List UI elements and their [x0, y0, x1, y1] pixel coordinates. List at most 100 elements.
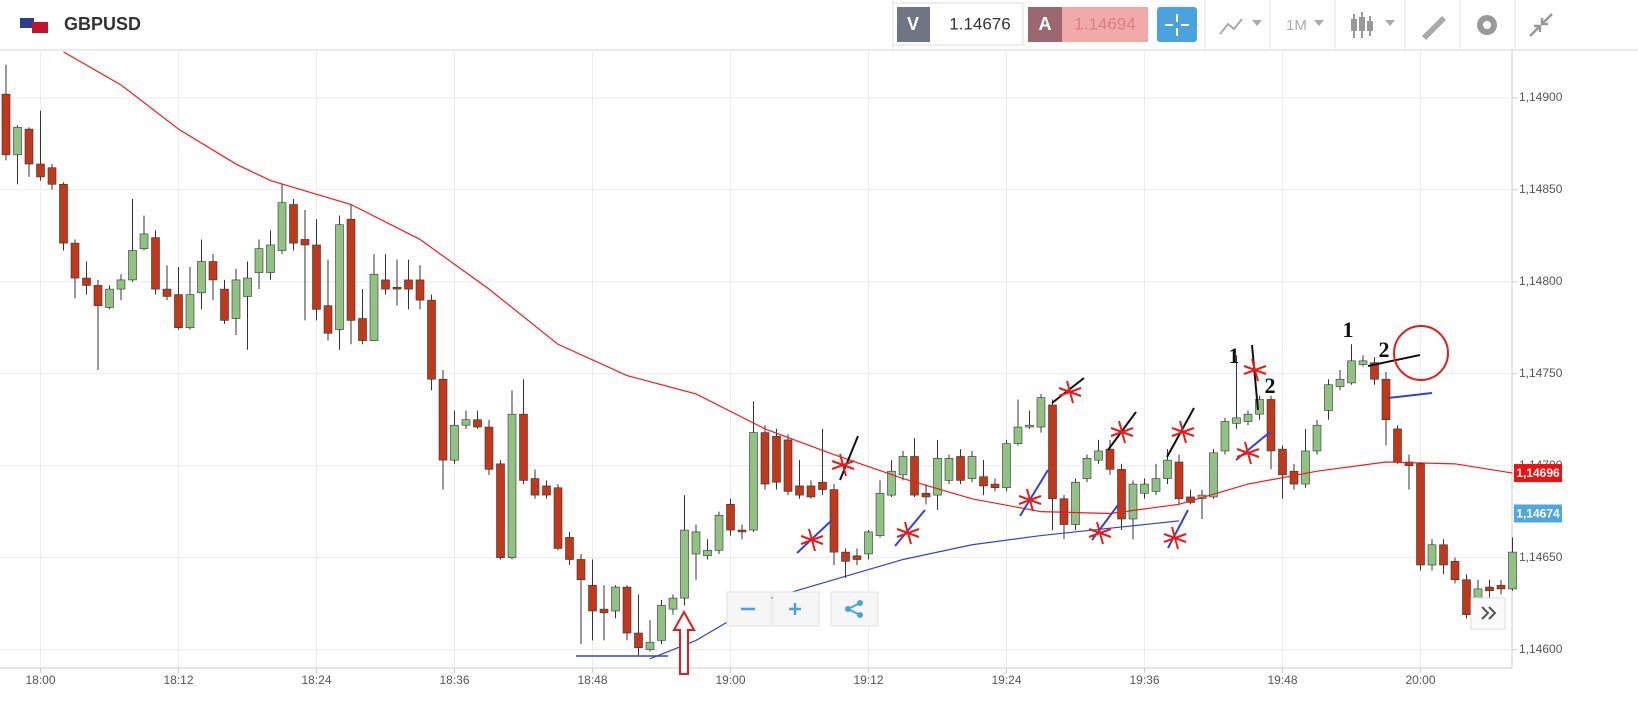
- x-tick-label: 19:12: [853, 673, 883, 687]
- candle-body: [553, 487, 563, 549]
- bid-label: V: [907, 14, 919, 34]
- candle-body: [1358, 360, 1368, 365]
- annotation: 1: [1343, 317, 1354, 342]
- share-dot: [857, 612, 863, 618]
- candle-body: [139, 233, 149, 249]
- candle-body: [1209, 452, 1218, 498]
- collapse-icon[interactable]: [1529, 13, 1553, 37]
- y-tick-label: 1,14850: [1519, 182, 1563, 196]
- candle-body: [300, 239, 310, 246]
- candle-body: [128, 250, 137, 281]
- red-cross: [1236, 441, 1260, 465]
- candle-body: [243, 277, 252, 297]
- candle-body: [910, 456, 919, 496]
- annotation: 2: [1265, 373, 1276, 398]
- crosshair-button[interactable]: [1157, 7, 1197, 42]
- candle-body: [576, 559, 586, 581]
- candle-body: [737, 529, 747, 533]
- candle-body: [921, 492, 931, 498]
- candle-body: [24, 128, 34, 165]
- ask-box[interactable]: [1062, 7, 1148, 42]
- candle-body: [634, 632, 643, 649]
- red-arrow: [672, 609, 696, 675]
- symbol: GBPUSD: [64, 14, 141, 34]
- red-cross: [831, 453, 855, 477]
- candle-body: [956, 456, 965, 481]
- candle-body: [1496, 584, 1506, 590]
- candle-body: [404, 279, 413, 290]
- red-cross: [1163, 526, 1187, 550]
- candle-body: [59, 183, 68, 244]
- candle-body: [622, 586, 632, 634]
- timeframe[interactable]: 1M: [1286, 17, 1307, 34]
- candle-body: [944, 458, 954, 481]
- candle-body: [783, 439, 793, 492]
- settings-icon-hole: [1483, 21, 1491, 29]
- candle-body: [116, 279, 126, 290]
- candle-body: [381, 279, 390, 290]
- price-tag: [1514, 464, 1562, 483]
- candle-body: [266, 244, 275, 273]
- candle-body: [1140, 483, 1149, 494]
- candle-body: [208, 261, 218, 281]
- candle-body: [1266, 399, 1276, 452]
- ask-label: A: [1039, 14, 1052, 34]
- candle-body: [611, 586, 620, 612]
- price-tags: 1,14696 1,14674: [1514, 464, 1562, 523]
- red-cross: [1088, 521, 1112, 545]
- candle-body: [887, 470, 896, 496]
- candle-body: [668, 597, 678, 610]
- separators: [892, 0, 1516, 50]
- candle-body: [864, 531, 873, 555]
- candle-body: [1381, 378, 1391, 420]
- candle-body: [105, 288, 114, 308]
- candle-body: [726, 504, 735, 531]
- red-cross: [1171, 420, 1195, 444]
- chart-type-icon[interactable]: [1219, 18, 1243, 35]
- scroll-icon: [1481, 606, 1497, 620]
- candle-body: [82, 277, 91, 286]
- red-cross: [800, 528, 824, 552]
- candle-body: [70, 242, 80, 279]
- candle-body: [151, 237, 160, 290]
- candle-body: [1289, 470, 1299, 485]
- candle-body: [875, 492, 885, 536]
- candle-body: [13, 126, 22, 156]
- candle-body: [392, 286, 402, 290]
- x-tick-label: 20:00: [1405, 673, 1435, 687]
- candle-body: [795, 485, 804, 496]
- candle-body: [657, 605, 666, 641]
- candle-body: [1128, 483, 1138, 520]
- candle-body: [1485, 586, 1494, 592]
- candle-body: [36, 163, 45, 178]
- candle-body: [772, 435, 781, 483]
- red-cross: [1110, 420, 1134, 444]
- candle-body: [760, 432, 770, 485]
- y-tick-label: 1,14800: [1519, 274, 1563, 288]
- candle-body: [162, 288, 172, 297]
- candle-body: [1347, 360, 1356, 384]
- flag-us: [32, 22, 48, 33]
- x-tick-label: 18:48: [577, 673, 607, 687]
- candle-body: [703, 549, 712, 557]
- x-tick-label: 18:24: [301, 673, 331, 687]
- candle-body: [323, 305, 333, 334]
- share[interactable]: [830, 591, 879, 627]
- candle-body: [1278, 448, 1287, 476]
- price-tag-label: 1,14696: [1516, 466, 1560, 480]
- candle-body: [1220, 421, 1230, 452]
- candle-body: [427, 299, 436, 380]
- moving-average: [63, 51, 1513, 515]
- annotation: 2: [1379, 337, 1390, 362]
- candle-body: [358, 318, 367, 341]
- candle-body: [461, 419, 471, 426]
- candle-body: [415, 279, 425, 301]
- plot: [1, 51, 1517, 660]
- ask-badge[interactable]: [1028, 7, 1062, 42]
- candle-body: [174, 294, 183, 329]
- candle-body: [565, 537, 574, 560]
- candle-body: [979, 476, 988, 487]
- candle-body: [1312, 424, 1322, 452]
- draw-icon[interactable]: [1422, 16, 1446, 40]
